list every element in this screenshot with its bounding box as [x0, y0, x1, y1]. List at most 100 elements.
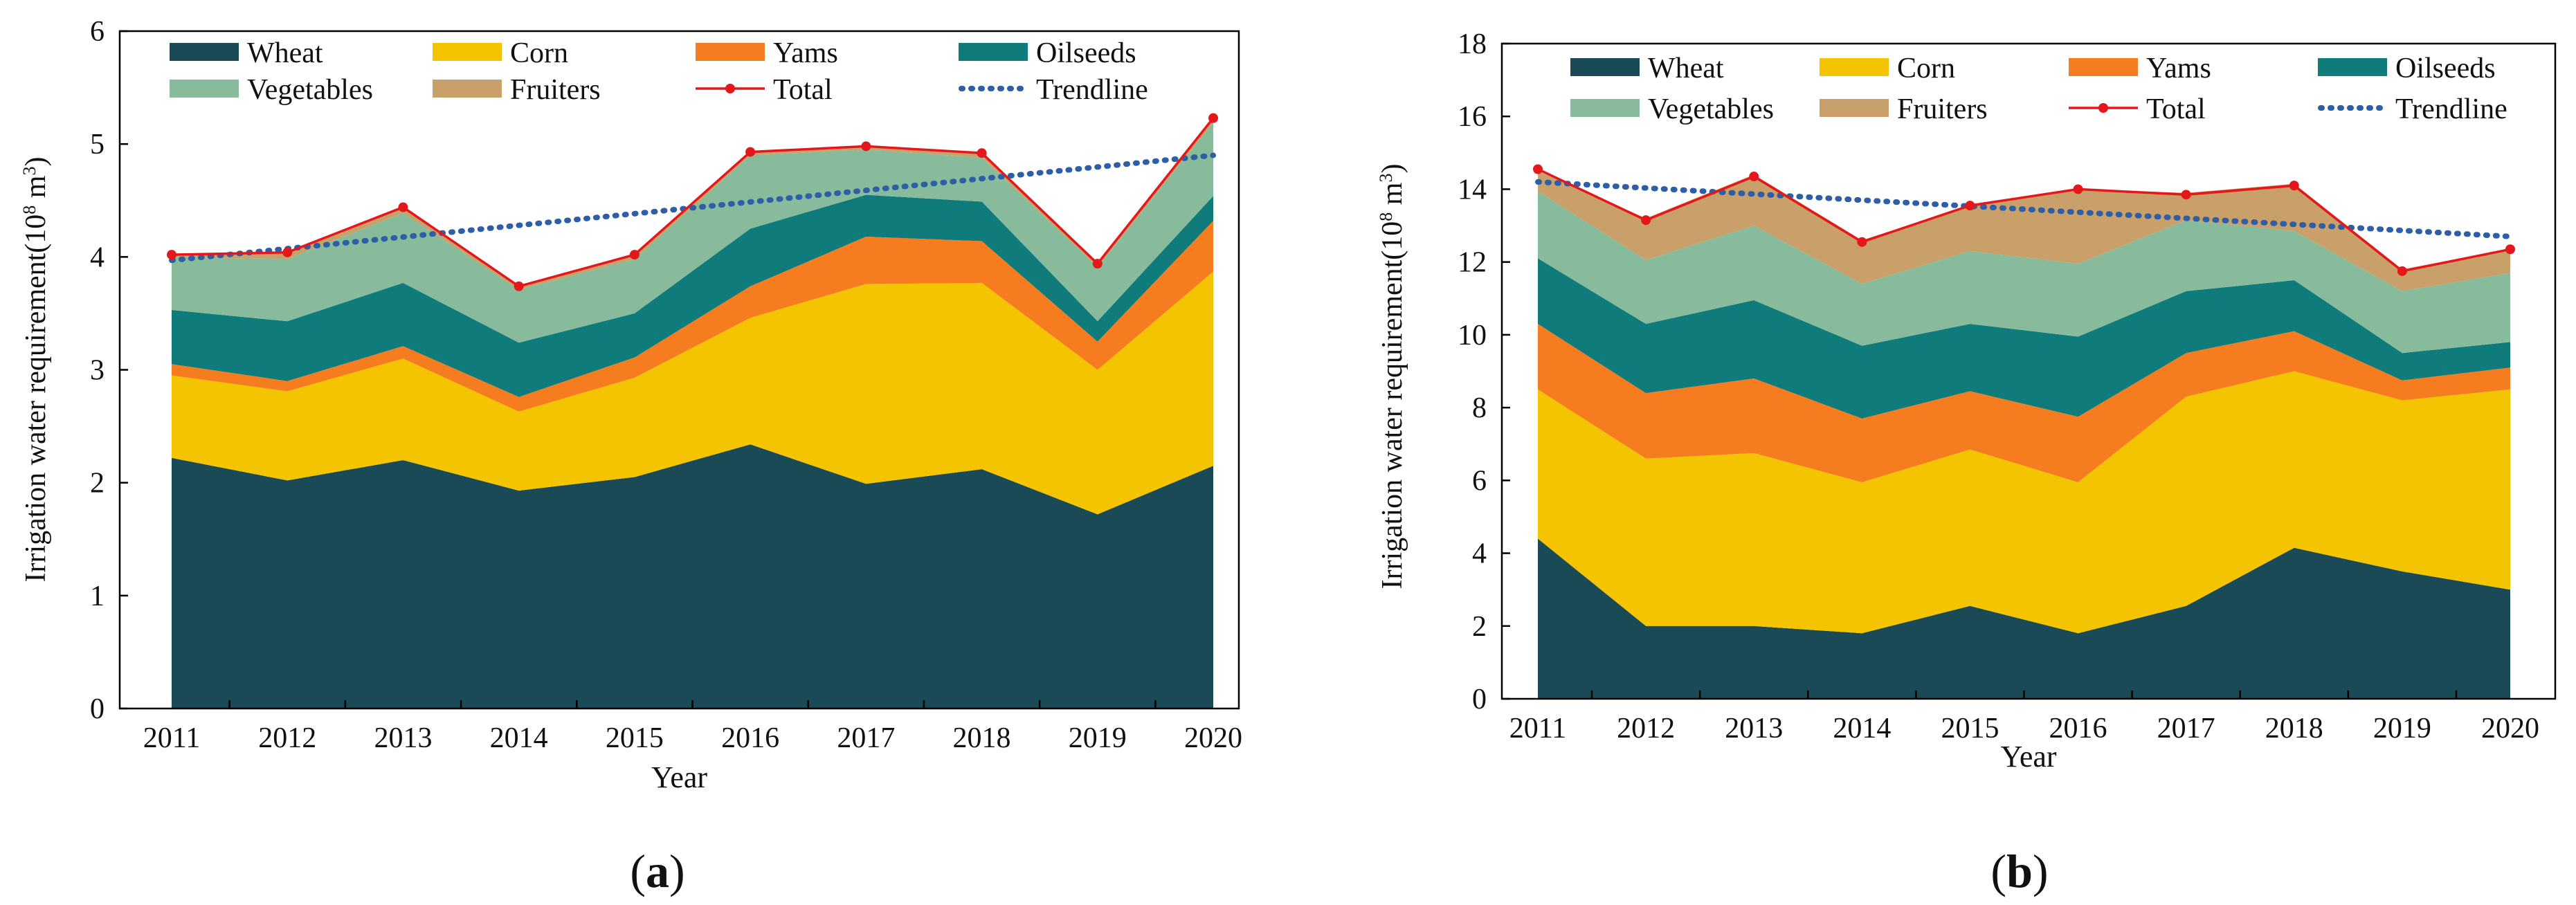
- area-vegetables: [1538, 191, 2510, 354]
- legend-swatch-corn: [433, 43, 502, 61]
- plot-frame: [1500, 42, 2557, 700]
- x-tick-label: 2017: [837, 722, 895, 754]
- total-point-2012: [1641, 215, 1651, 226]
- legend-label-oilseeds: Oilseeds: [1036, 37, 1136, 69]
- y-tick-label: 16: [1458, 101, 1487, 133]
- total-point-2020: [2505, 244, 2515, 255]
- x-tick-label: 2014: [1833, 713, 1891, 744]
- area-corn: [1538, 371, 2510, 634]
- x-tick-label: 2014: [490, 722, 548, 754]
- legend-label-yams: Yams: [773, 37, 838, 69]
- y-tick-label: 8: [1472, 392, 1487, 424]
- total-point-2018: [2289, 181, 2299, 191]
- x-tick-label: 2016: [2049, 713, 2107, 744]
- y-tick-label: 12: [1458, 247, 1487, 279]
- legend: Wheat Corn Yams Oilseeds Vegetables Fruiters T…: [170, 37, 1148, 106]
- area-yams: [172, 221, 1213, 412]
- y-tick-label: 6: [1472, 465, 1487, 497]
- total-point-2015: [1965, 201, 1975, 211]
- legend-marker-total: [725, 84, 735, 93]
- total-point-2011: [1533, 164, 1543, 174]
- legend-label-fruiters: Fruiters: [1897, 93, 1988, 125]
- x-tick-label: 2015: [606, 722, 664, 754]
- total-point-2016: [2073, 184, 2083, 194]
- y-tick-label: 4: [1472, 538, 1487, 570]
- total-line: [171, 117, 1215, 288]
- legend-label-trendline: Trendline: [1036, 74, 1148, 106]
- total-point-2011: [167, 250, 176, 260]
- legend-label-oilseeds: Oilseeds: [2395, 53, 2496, 84]
- legend-swatch-oilseeds: [2318, 58, 2387, 76]
- chart-panel-a: 0 1 2 3 4 5 6 2011 2012 2013 2014 2015 2016 2017 2018 2…: [19, 16, 1243, 897]
- area-oilseeds: [1538, 258, 2510, 419]
- legend-label-vegetables: Vegetables: [247, 74, 373, 106]
- legend-swatch-wheat: [1570, 58, 1640, 76]
- x-tick-label: 2012: [1617, 713, 1675, 744]
- total-point-2012: [282, 247, 293, 257]
- total-point-2013: [398, 202, 408, 212]
- x-tick-label: 2015: [1941, 713, 1999, 744]
- legend: Wheat Corn Yams Oilseeds Vegetables Fruiters T…: [1570, 53, 2507, 125]
- x-axis-label: Year: [651, 760, 707, 794]
- legend-label-total: Total: [2146, 93, 2206, 125]
- legend-label-corn: Corn: [1897, 53, 1955, 84]
- area-vegetables: [172, 122, 1213, 343]
- legend-label-fruiters: Fruiters: [510, 74, 601, 106]
- total-point-2019: [2397, 266, 2407, 276]
- legend-label-corn: Corn: [510, 37, 568, 69]
- y-tick-label: 0: [90, 693, 105, 725]
- total-point-2019: [1092, 259, 1103, 269]
- y-tick-label: 18: [1458, 28, 1487, 60]
- trendline: [169, 152, 1216, 264]
- legend-swatch-yams: [696, 43, 765, 61]
- x-tick-label: 2018: [953, 722, 1011, 754]
- total-point-2018: [977, 148, 987, 158]
- legend-swatch-vegetables: [1570, 99, 1640, 117]
- legend-swatch-fruiters: [1820, 99, 1889, 117]
- y-tick-label: 3: [90, 355, 105, 387]
- total-point-2014: [1857, 237, 1867, 247]
- x-tick-label: 2016: [721, 722, 779, 754]
- total-point-2017: [861, 141, 871, 152]
- total-point-2013: [1749, 172, 1759, 182]
- y-tick-label: 2: [90, 468, 105, 500]
- x-tick-label: 2017: [2157, 713, 2215, 744]
- legend-label-wheat: Wheat: [247, 37, 323, 69]
- x-tick-label: 2011: [1509, 713, 1566, 744]
- total-point-2020: [1208, 113, 1218, 123]
- y-tick-label: 14: [1458, 174, 1487, 205]
- x-tick-label: 2012: [258, 722, 316, 754]
- area-wheat: [172, 444, 1213, 709]
- area-yams: [1538, 324, 2510, 482]
- x-tick-label: 2011: [143, 722, 200, 754]
- y-tick-label: 2: [1472, 611, 1487, 643]
- x-tick-label: 2019: [1069, 722, 1127, 754]
- area-oilseeds: [172, 194, 1213, 397]
- x-tick-label: 2020: [2481, 713, 2539, 744]
- legend-swatch-fruiters: [433, 80, 502, 98]
- legend-label-wheat: Wheat: [1648, 53, 1724, 84]
- legend-swatch-corn: [1820, 58, 1889, 76]
- x-tick-label: 2013: [1725, 713, 1783, 744]
- y-tick-label: 10: [1458, 320, 1487, 351]
- legend-label-vegetables: Vegetables: [1648, 93, 1774, 125]
- total-line: [1537, 167, 2511, 273]
- x-tick-label: 2018: [2265, 713, 2323, 744]
- y-axis-label: Irrigation water requirement(108 m3): [19, 157, 53, 583]
- x-axis-label: Year: [2000, 740, 2056, 774]
- total-point-2015: [629, 250, 640, 260]
- total-point-2014: [514, 281, 524, 291]
- area-corn: [172, 271, 1213, 515]
- legend-label-total: Total: [773, 74, 833, 106]
- legend-label-yams: Yams: [2146, 53, 2211, 84]
- y-tick-label: 4: [90, 241, 105, 273]
- legend-marker-total: [2098, 103, 2108, 113]
- y-tick-label: 6: [90, 16, 105, 48]
- chart-panel-b: 0 2 4 6 8 10 12 14 16 18 2011 2012 2013 2014 2015 2016 2…: [1376, 28, 2557, 897]
- legend-swatch-wheat: [170, 43, 239, 61]
- total-point-2017: [2181, 190, 2191, 200]
- legend-label-trendline: Trendline: [2395, 93, 2507, 125]
- legend-swatch-oilseeds: [959, 43, 1028, 61]
- area-fruiters: [1538, 171, 2510, 291]
